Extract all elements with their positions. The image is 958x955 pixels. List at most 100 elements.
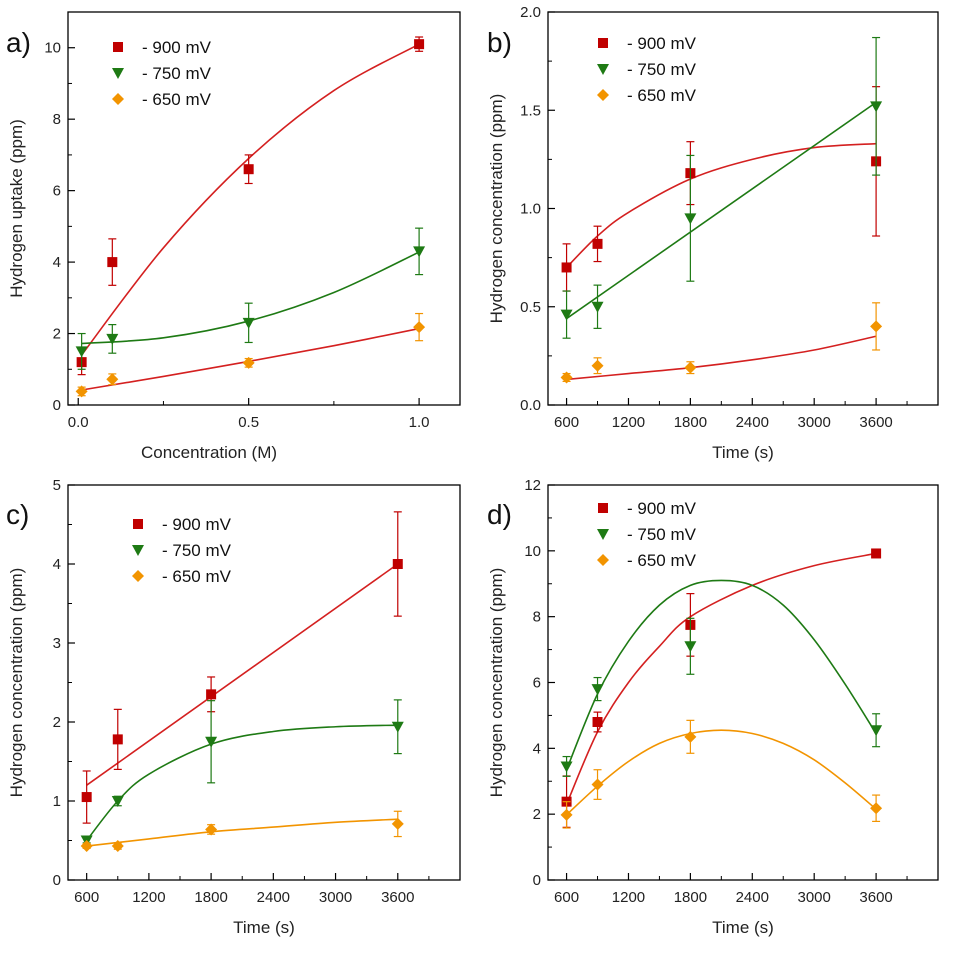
y-tick-label: 5 (53, 477, 61, 494)
data-point (413, 246, 426, 258)
legend-label: - 750 mV (627, 60, 697, 79)
data-point (391, 817, 404, 830)
plot-frame (67, 484, 461, 881)
x-tick-label: 1.0 (409, 414, 430, 431)
panel-b-chart: 600 1200 1800 2400 3000 3600 0.0 0.5 1.0 1.5 2.0 Ti… (487, 4, 939, 462)
data-point (81, 792, 92, 803)
data-point (106, 333, 119, 345)
legend-label: - 750 mV (627, 525, 697, 544)
legend-entry: - 650 mV (597, 86, 697, 105)
legend-entry: - 900 mV (598, 499, 697, 518)
y-tick-label: 2.0 (520, 4, 541, 21)
y-axis-label: Hydrogen concentration (ppm) (487, 94, 506, 324)
legend-label: - 650 mV (627, 86, 697, 105)
series-750mV (75, 227, 426, 370)
legend-label: - 650 mV (162, 567, 232, 586)
y-axis-label: Hydrogen concentration (ppm) (7, 568, 26, 798)
legend-marker (597, 529, 609, 540)
legend-marker (132, 545, 144, 556)
fit-curve (566, 335, 877, 381)
data-point (391, 721, 404, 733)
x-tick-label: 3600 (381, 889, 414, 906)
data-point (206, 689, 217, 700)
legend-marker (132, 570, 144, 582)
y-axis-label: Hydrogen concentration (ppm) (487, 568, 506, 798)
legend-entry: - 900 mV (598, 34, 697, 53)
fit-curve (86, 724, 398, 841)
panel-d-chart: 600 1200 1800 2400 3000 3600 0 2 4 6 8 10 12 Time (s)… (487, 477, 939, 937)
legend-entry: - 750 mV (597, 525, 697, 544)
data-point (414, 39, 425, 50)
data-point (870, 101, 883, 113)
y-tick-label: 6 (53, 183, 61, 200)
data-point (871, 548, 882, 559)
y-tick-label: 0 (53, 872, 61, 889)
fit-curve (81, 251, 420, 345)
legend-marker (597, 64, 609, 75)
legend-marker (598, 38, 608, 48)
legend-label: - 750 mV (162, 541, 232, 560)
y-tick-label: 2 (53, 714, 61, 731)
x-tick-label: 600 (554, 414, 579, 431)
y-tick-label: 1.0 (520, 201, 541, 218)
y-tick-label: 10 (44, 40, 61, 57)
fit-curve (86, 818, 398, 847)
panel-letter: d) (487, 499, 512, 530)
panel-letter: c) (6, 499, 29, 530)
data-point (591, 301, 604, 313)
y-tick-label: 6 (533, 675, 541, 692)
x-tick-label: 600 (554, 889, 579, 906)
series-750mV (560, 579, 883, 777)
x-tick-label: 1200 (612, 889, 645, 906)
data-point (243, 164, 254, 175)
data-point (75, 346, 88, 358)
legend-label: - 900 mV (162, 515, 232, 534)
data-point (205, 736, 218, 748)
fit-curve (566, 142, 877, 269)
data-point (75, 385, 88, 398)
y-tick-label: 1 (53, 793, 61, 810)
plot-frame (547, 484, 939, 881)
x-tick-label: 1800 (674, 889, 707, 906)
legend-entry: - 750 mV (597, 60, 697, 79)
data-point (560, 808, 573, 821)
data-point (592, 238, 603, 249)
y-tick-label: 2 (533, 806, 541, 823)
y-tick-label: 10 (524, 543, 541, 560)
x-tick-label: 2400 (736, 414, 769, 431)
y-axis-label: Hydrogen uptake (ppm) (7, 119, 26, 298)
x-tick-label: 1800 (674, 414, 707, 431)
data-point (80, 840, 93, 853)
y-tick-label: 4 (533, 740, 541, 757)
series-900mV (81, 511, 403, 824)
y-tick-label: 4 (53, 556, 61, 573)
series-900mV (561, 548, 882, 828)
y-tick-label: 1.5 (520, 102, 541, 119)
data-point (591, 684, 604, 696)
x-tick-label: 3000 (798, 414, 831, 431)
fit-curve (565, 552, 877, 805)
legend-label: - 650 mV (142, 90, 212, 109)
data-point (684, 361, 697, 374)
y-tick-label: 8 (53, 111, 61, 128)
x-tick-label: 3600 (859, 414, 892, 431)
panel-a-chart: 0.0 0.5 1.0 0 2 4 6 8 10 Concentration (M) Hydroge… (6, 11, 461, 462)
plot-frame (67, 11, 461, 406)
legend-entry: - 900 mV (113, 38, 212, 57)
data-point (591, 778, 604, 791)
x-axis-label: Time (s) (712, 918, 774, 937)
legend-label: - 900 mV (627, 34, 697, 53)
legend-marker (597, 554, 609, 566)
y-tick-label: 2 (53, 326, 61, 343)
data-point (242, 317, 255, 329)
panel-letter: a) (6, 27, 31, 58)
data-point (560, 761, 573, 773)
legend-entry: - 900 mV (133, 515, 232, 534)
x-tick-label: 2400 (736, 889, 769, 906)
x-tick-label: 0.5 (238, 414, 259, 431)
data-point (112, 734, 123, 745)
data-point (111, 840, 124, 853)
x-tick-label: 3600 (859, 889, 892, 906)
y-tick-label: 4 (53, 254, 61, 271)
series-750mV (560, 36, 883, 339)
